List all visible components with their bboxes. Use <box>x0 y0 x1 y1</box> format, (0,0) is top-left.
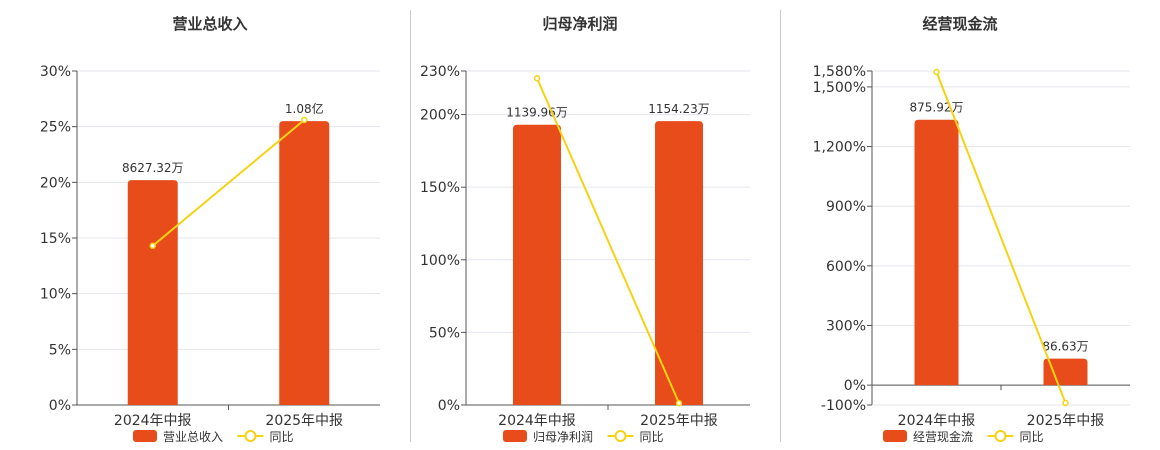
bar[interactable] <box>1043 358 1088 386</box>
bar-value-label: 875.92万 <box>910 101 964 115</box>
yoy-line <box>152 119 305 247</box>
y-tick-label: 0% <box>438 398 460 414</box>
y-tick-label: 900% <box>826 199 866 215</box>
yoy-point[interactable] <box>933 68 940 76</box>
y-tick-label: 1,200% <box>813 140 866 156</box>
legend-bar-label: 经营现金流 <box>913 429 973 444</box>
yoy-line <box>536 77 680 404</box>
x-tick-label: 2025年中报 <box>265 413 343 429</box>
bar-value-label: 1154.23万 <box>648 102 710 116</box>
legend-bar-swatch[interactable] <box>883 430 907 442</box>
x-tick-label: 2025年中报 <box>1027 413 1105 429</box>
bar-value-label: 86.63万 <box>1042 340 1088 354</box>
yoy-point[interactable] <box>533 75 541 82</box>
y-tick-label: 0% <box>49 398 71 414</box>
y-tick-label: 50% <box>429 325 460 341</box>
y-tick-label: 200% <box>420 108 460 124</box>
y-tick-label: 15% <box>40 231 71 247</box>
chart-title: 营业总收入 <box>172 15 247 33</box>
y-tick-label: 1,580% <box>813 64 866 80</box>
legend-bar-swatch[interactable] <box>503 430 527 442</box>
y-tick-label: 5% <box>49 342 71 358</box>
x-tick-label: 2025年中报 <box>640 413 718 429</box>
legend-bar-swatch[interactable] <box>133 430 157 442</box>
legend-bar-label: 归母净利润 <box>533 430 593 444</box>
yoy-point[interactable] <box>1062 399 1069 407</box>
y-tick-label: 0% <box>844 378 866 394</box>
chart-title: 经营现金流 <box>922 15 997 33</box>
panel-divider <box>410 10 411 442</box>
panel-divider <box>780 10 781 442</box>
bar[interactable] <box>279 121 330 405</box>
y-tick-label: 30% <box>40 64 71 80</box>
y-tick-label: 25% <box>40 120 71 136</box>
legend-line-marker <box>614 430 627 442</box>
legend-line-label: 同比 <box>1020 430 1044 444</box>
legend-line-label: 同比 <box>640 430 664 444</box>
x-tick-label: 2024年中报 <box>114 413 192 429</box>
legend-line-label: 同比 <box>270 430 294 444</box>
yoy-point[interactable] <box>301 116 308 124</box>
legend-bar-label: 营业总收入 <box>163 430 223 444</box>
x-tick-label: 2024年中报 <box>898 413 976 429</box>
y-tick-label: 10% <box>40 287 71 303</box>
bar-value-label: 1139.96万 <box>506 106 568 120</box>
bar-value-label: 8627.32万 <box>122 161 184 175</box>
bar[interactable] <box>513 124 561 405</box>
yoy-line <box>935 71 1067 404</box>
bar[interactable] <box>914 119 959 386</box>
y-tick-label: 600% <box>826 259 866 275</box>
y-tick-label: 20% <box>40 175 71 191</box>
chart-title: 归母净利润 <box>542 15 617 33</box>
y-tick-label: 300% <box>826 318 866 334</box>
y-tick-label: 230% <box>420 64 460 80</box>
yoy-point[interactable] <box>675 399 683 407</box>
bar[interactable] <box>127 180 178 405</box>
bar[interactable] <box>655 121 703 405</box>
y-tick-label: -100% <box>821 398 866 414</box>
bar-value-label: 1.08亿 <box>285 101 324 116</box>
y-tick-label: 150% <box>420 180 460 196</box>
legend-line-marker <box>244 430 257 442</box>
legend-line-marker <box>994 430 1007 442</box>
yoy-point[interactable] <box>149 242 156 250</box>
y-tick-label: 1,500% <box>813 80 866 96</box>
y-tick-label: 100% <box>420 253 460 269</box>
x-tick-label: 2024年中报 <box>498 413 576 429</box>
